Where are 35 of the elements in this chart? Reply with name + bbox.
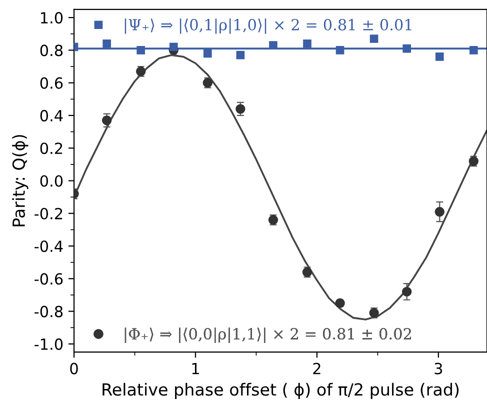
- x-tick-label: 1: [192, 362, 199, 374]
- point: [203, 49, 212, 58]
- y-tick-label: 0.8: [40, 44, 63, 56]
- y-tick-label: -0.6: [34, 273, 63, 285]
- point: [402, 286, 412, 297]
- x-tick-label: 3: [434, 362, 442, 374]
- point: [102, 116, 112, 126]
- point: [136, 46, 145, 54]
- x-axis-title: Relative phase offset ( ϕ) of π/2 pulse (rad): [102, 382, 459, 399]
- point: [236, 50, 245, 60]
- legend-label: |Φ₊⟩ ⇒ |⟨0,0|ρ|1,1⟩| × 2 = 0.81 ± 0.02: [124, 328, 412, 343]
- y-tick-label: 0.2: [40, 142, 62, 154]
- point: [435, 52, 444, 61]
- y-tick-label: -1.0: [34, 338, 63, 350]
- point: [236, 104, 246, 114]
- y-tick-label: -0.2: [34, 208, 62, 220]
- point: [335, 298, 345, 308]
- y-tick-label: 1.0: [40, 12, 63, 24]
- y-tick-label: -0.4: [34, 240, 63, 252]
- point: [169, 42, 178, 52]
- x-tick-label: 2: [313, 362, 320, 374]
- x-tick-label: 0: [70, 362, 78, 374]
- y-tick-label: 0.0: [40, 175, 63, 187]
- point: [434, 206, 444, 217]
- y-tick-label: -0.8: [34, 306, 63, 318]
- y-axis-title: Parity: Q(ϕ): [12, 135, 28, 226]
- y-tick-label: 0.4: [40, 110, 63, 122]
- point: [469, 46, 478, 54]
- point: [336, 46, 344, 54]
- y-tick-label: 0.6: [40, 77, 63, 89]
- point: [303, 39, 312, 48]
- point: [402, 44, 411, 53]
- point: [102, 39, 111, 48]
- legend-label: |Ψ₊⟩ ⇒ |⟨0,1|ρ|1,0⟩| × 2 = 0.81 ± 0.01: [124, 18, 412, 34]
- point: [370, 34, 378, 43]
